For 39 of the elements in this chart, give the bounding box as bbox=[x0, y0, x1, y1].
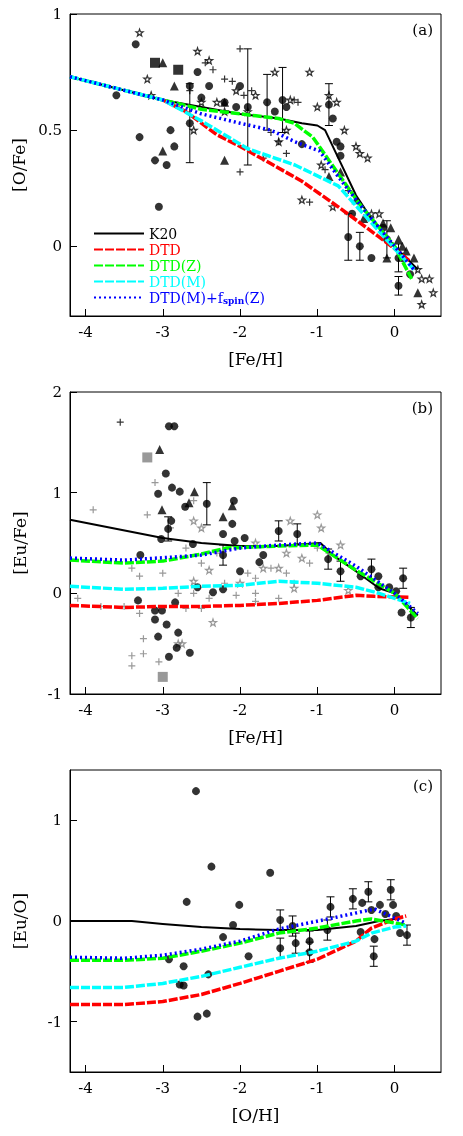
x-tick-label: -2 bbox=[232, 700, 248, 719]
x-tick-label: -3 bbox=[155, 322, 171, 341]
y-tick-label: 0 bbox=[52, 912, 62, 930]
annotation: (c) bbox=[412, 776, 433, 795]
legend-label: DTD bbox=[149, 241, 181, 258]
y-tick-label: 0 bbox=[52, 237, 62, 256]
annotation: (b) bbox=[411, 398, 434, 417]
x-tick-label: -2 bbox=[232, 322, 248, 341]
x-tick-label: -2 bbox=[232, 1078, 248, 1097]
x-tick-label: -1 bbox=[310, 700, 325, 719]
y-tick-label: 0.5 bbox=[38, 121, 62, 140]
x-tick-label: -1 bbox=[310, 322, 325, 341]
y-tick-label: 2 bbox=[52, 383, 62, 401]
x-axis-title: [O/H] bbox=[231, 1104, 280, 1125]
x-tick-label: -3 bbox=[155, 1078, 171, 1097]
y-tick-label: 0 bbox=[52, 584, 62, 603]
x-tick-label: 0 bbox=[389, 322, 400, 341]
x-tick-label: 0 bbox=[389, 1078, 400, 1097]
y-tick-label: 1 bbox=[52, 5, 62, 23]
x-tick-label: -1 bbox=[310, 1078, 325, 1097]
legend-label: K20 bbox=[149, 225, 178, 242]
y-tick-label: -1 bbox=[47, 685, 62, 703]
legend-label: DTD(M) bbox=[149, 273, 207, 290]
y-axis-title: [Eu/Fe] bbox=[9, 511, 30, 575]
legend-label: DTD(Z) bbox=[149, 257, 202, 274]
x-tick-label: -4 bbox=[78, 322, 93, 341]
x-tick-label: -3 bbox=[155, 700, 171, 719]
x-axis-title: [Fe/H] bbox=[228, 726, 283, 747]
y-axis-title: [O/Fe] bbox=[8, 138, 29, 192]
y-tick-label: 1 bbox=[52, 483, 62, 502]
x-axis-title: [Fe/H] bbox=[228, 348, 283, 369]
y-tick-label: 1 bbox=[52, 811, 62, 830]
y-tick-label: -1 bbox=[47, 1012, 62, 1031]
y-axis-title: [Eu/O] bbox=[9, 892, 30, 950]
x-tick-label: -4 bbox=[78, 700, 93, 719]
legend-label: DTD(M)+fspin(Z) bbox=[149, 289, 265, 306]
x-tick-label: 0 bbox=[389, 700, 400, 719]
x-tick-label: -4 bbox=[78, 1078, 93, 1097]
annotation: (a) bbox=[412, 20, 434, 39]
